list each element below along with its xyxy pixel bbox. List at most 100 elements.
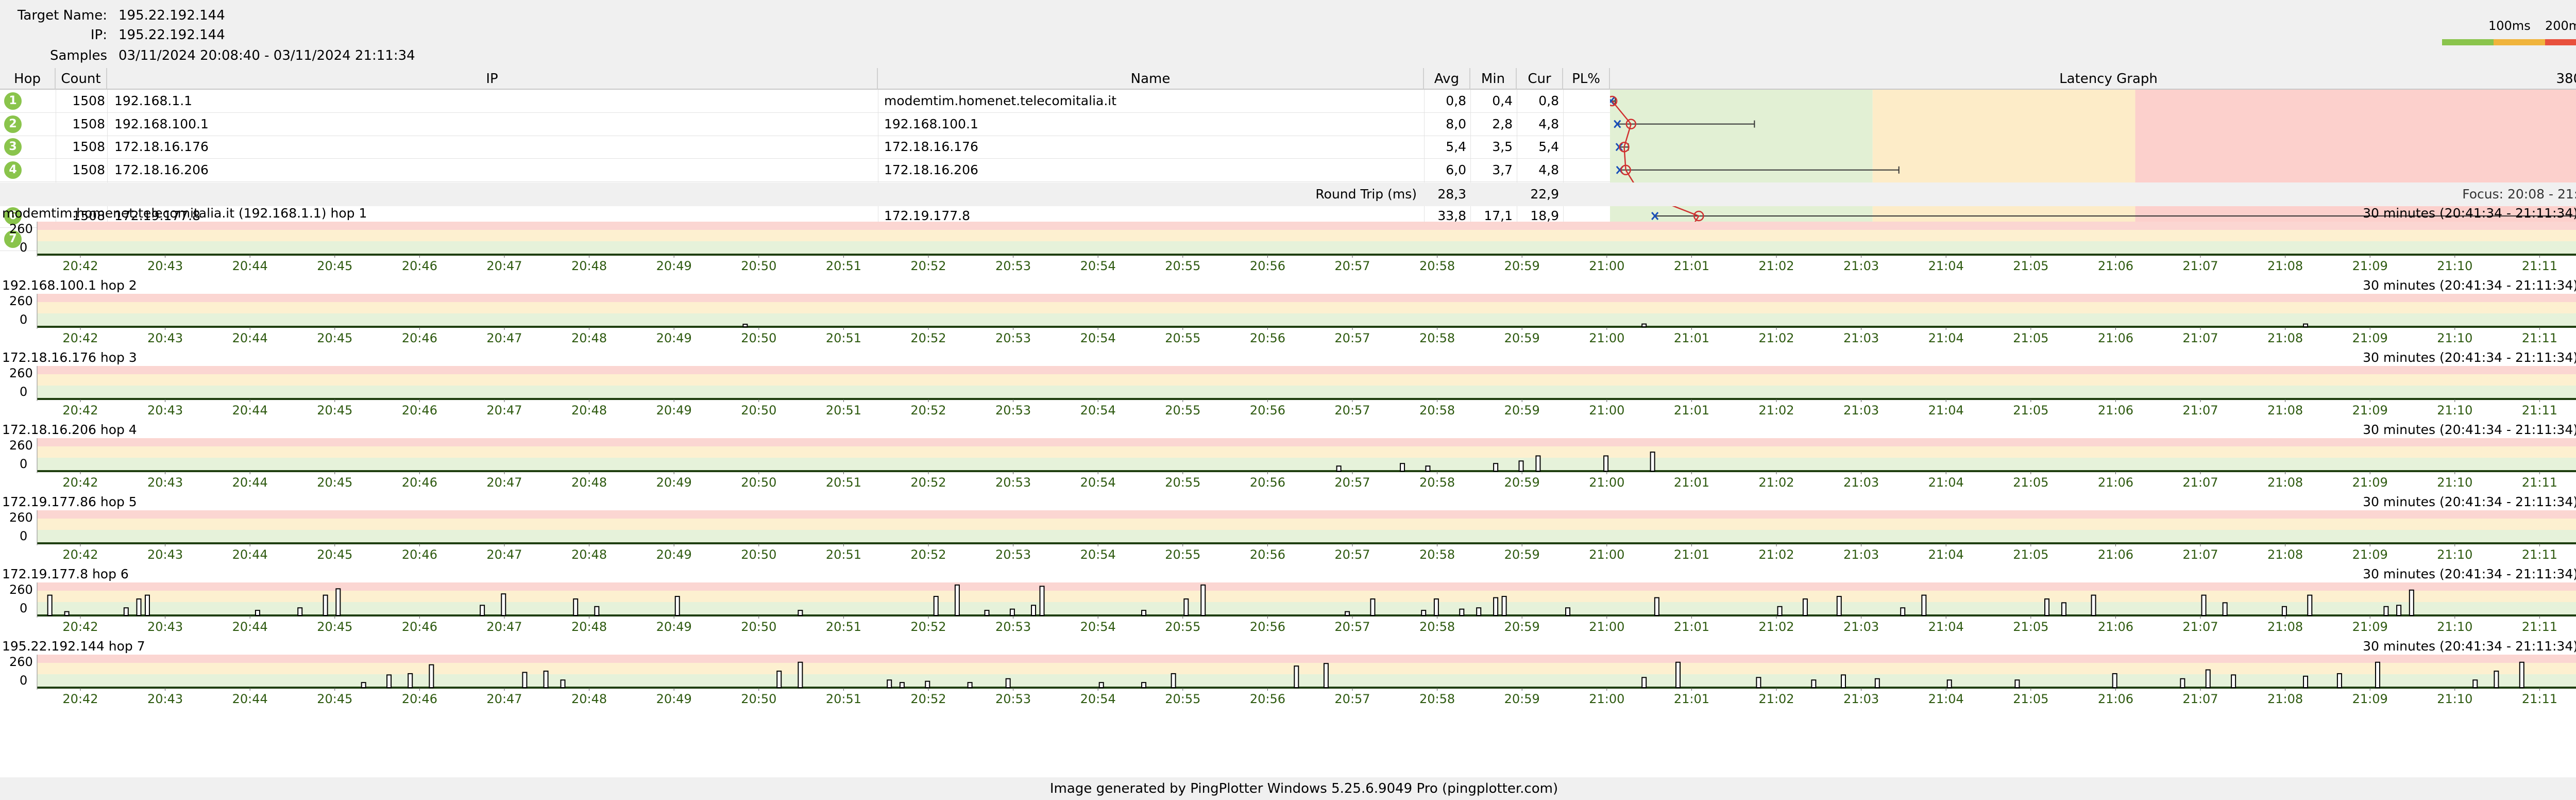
timeline-tick-label: 20:44 <box>232 692 268 706</box>
timeline-tick-label: 20:56 <box>1250 403 1285 418</box>
latency-spike <box>1603 455 1609 472</box>
timeline-chart-hop-4[interactable]: 20:42 20:43 20:44 20:45 20:46 20:47 20:48 20:49… <box>0 422 2576 495</box>
timeline-tick-label: 20:48 <box>571 620 607 634</box>
timeline-tick-label: 21:09 <box>2352 620 2388 634</box>
timeline-y-max-label: 260 <box>9 655 33 669</box>
timeline-tick-label: 20:42 <box>62 331 98 345</box>
timeline-tick-label: 20:55 <box>1165 331 1200 345</box>
timeline-title: 172.19.177.8 hop 6 <box>2 566 129 581</box>
timeline-tick-label: 21:08 <box>2267 620 2303 634</box>
hop-row[interactable]: 1 1508 192.168.1.1 modemtim.homenet.telecom… <box>0 90 1610 113</box>
timeline-tick-label: 20:53 <box>995 692 1031 706</box>
timeline-chart-hop-1[interactable]: 20:42 20:43 20:44 20:45 20:46 20:47 20:48 20:49… <box>0 206 2576 278</box>
cell-divider <box>1424 90 1425 112</box>
timeline-tick-label: 21:06 <box>2098 620 2133 634</box>
timeline-tick-label: 21:05 <box>2013 331 2048 345</box>
timeline-tick-label: 20:59 <box>1504 403 1540 418</box>
column-header-avg[interactable]: Avg <box>1424 68 1470 90</box>
timeline-tick-label: 20:44 <box>232 259 268 273</box>
latency-spike <box>1425 465 1431 472</box>
timeline-tick-label: 21:07 <box>2182 620 2218 634</box>
timeline-tick-label: 20:43 <box>147 620 183 634</box>
timeline-tick-label: 20:53 <box>995 475 1031 490</box>
hop-row[interactable]: 6 1508 172.19.177.8 172.19.177.8 33,8 17,1 18,… <box>0 205 1610 228</box>
timeline-chart-hop-7[interactable]: 20:42 20:43 20:44 20:45 20:46 20:47 20:48 20:49… <box>0 639 2576 711</box>
latency-graph-header-label: Latency Graph <box>2059 71 2158 87</box>
timeline-tick-label: 20:49 <box>656 547 692 562</box>
latency-spike <box>2375 661 2380 688</box>
timeline-tick-label: 20:54 <box>1080 692 1116 706</box>
column-header-hop[interactable]: Hop <box>0 68 56 90</box>
timeline-tick-label: 20:58 <box>1419 331 1455 345</box>
timeline-tick-label: 20:44 <box>232 475 268 490</box>
cell-divider <box>107 90 108 112</box>
timeline-chart-hop-2[interactable]: 20:42 20:43 20:44 20:45 20:46 20:47 20:48 20:49… <box>0 278 2576 351</box>
timeline-tick-label: 20:50 <box>741 475 776 490</box>
timeline-band-yellow <box>37 230 2576 241</box>
samples-timed-value: 03/11/2024 20:08:40 - 03/11/2024 21:11:3… <box>118 48 415 63</box>
timeline-band-yellow <box>37 519 2576 530</box>
timeline-band-green <box>37 313 2576 327</box>
legend-green-bar <box>2442 39 2494 45</box>
hop-row[interactable]: 4 1508 172.18.16.206 172.18.16.206 6,0 3,7 4,8 <box>0 158 1610 182</box>
timeline-tick-label: 21:01 <box>1674 547 1709 562</box>
timeline-tick-label: 21:04 <box>1928 475 1964 490</box>
timeline-range: 30 minutes (20:41:34 - 21:11:34) <box>2363 494 2576 509</box>
hop-number-badge: 7 <box>4 230 22 248</box>
timeline-chart-hop-3[interactable]: 20:42 20:43 20:44 20:45 20:46 20:47 20:48 20:49… <box>0 350 2576 423</box>
timeline-tick-label: 21:08 <box>2267 259 2303 273</box>
hop-row[interactable]: 2 1508 192.168.100.1 192.168.100.1 8,0 2,8 4,8 <box>0 112 1610 136</box>
legend-red-bar <box>2545 39 2576 45</box>
timeline-tick-label: 21:05 <box>2013 259 2048 273</box>
timeline-tick-label: 21:03 <box>1843 259 1879 273</box>
column-header-name[interactable]: Name <box>878 68 1424 90</box>
column-header-count[interactable]: Count <box>56 68 107 90</box>
timeline-tick-label: 20:59 <box>1504 259 1540 273</box>
timeline-tick-label: 21:01 <box>1674 403 1709 418</box>
latency-spike <box>1840 674 1846 688</box>
timeline-tick-label: 20:55 <box>1165 259 1200 273</box>
hop-row[interactable]: 3 1508 172.18.16.176 172.18.16.176 5,4 3,5 5,4 <box>0 136 1610 159</box>
timeline-tick-label: 20:51 <box>826 259 861 273</box>
name-cell: modemtim.homenet.telecomitalia.it <box>884 93 1117 108</box>
timeline-tick-label: 20:42 <box>62 620 98 634</box>
column-header-pl[interactable]: PL% <box>1563 68 1610 90</box>
timeline-tick-label: 21:07 <box>2182 331 2218 345</box>
timeline-title: 172.18.16.206 hop 4 <box>2 422 137 437</box>
column-header-min[interactable]: Min <box>1470 68 1517 90</box>
timeline-tick-label: 20:43 <box>147 547 183 562</box>
timeline-tick-label: 21:10 <box>2437 692 2472 706</box>
ip-label: IP: <box>90 27 107 43</box>
timeline-tick-label: 20:52 <box>910 331 946 345</box>
timeline-title: 192.168.100.1 hop 2 <box>2 278 137 293</box>
timeline-band-green <box>37 458 2576 471</box>
timeline-tick-label: 21:08 <box>2267 331 2303 345</box>
timeline-tick-label: 21:06 <box>2098 692 2133 706</box>
ip-cell: 192.168.1.1 <box>114 93 193 108</box>
latency-spike <box>984 610 990 616</box>
timeline-tick-label: 21:00 <box>1589 331 1624 345</box>
cell-divider <box>1470 112 1471 136</box>
timeline-chart-hop-5[interactable]: 20:42 20:43 20:44 20:45 20:46 20:47 20:48 20:49… <box>0 494 2576 567</box>
column-header-ip[interactable]: IP <box>107 68 878 90</box>
timeline-tick-label: 21:02 <box>1758 259 1794 273</box>
latency-spike <box>967 682 973 689</box>
latency-spike <box>2112 673 2117 689</box>
timeline-tick-label: 20:44 <box>232 620 268 634</box>
latency-spike <box>1031 605 1037 616</box>
timeline-tick-label: 20:50 <box>741 331 776 345</box>
timeline-tick-label: 20:59 <box>1504 620 1540 634</box>
latency-spike <box>2494 671 2499 688</box>
timeline-chart-hop-6[interactable]: 20:42 20:43 20:44 20:45 20:46 20:47 20:48 20:49… <box>0 566 2576 639</box>
column-header-cur[interactable]: Cur <box>1517 68 1563 90</box>
timeline-tick-label: 21:04 <box>1928 331 1964 345</box>
timeline-tick-label: 20:54 <box>1080 403 1116 418</box>
timeline-tick-label: 20:56 <box>1250 620 1285 634</box>
timeline-tick-label: 20:51 <box>826 620 861 634</box>
latency-spike <box>1836 596 1842 616</box>
hop-number-badge: 6 <box>4 207 22 225</box>
timeline-y-max-label: 260 <box>9 222 33 236</box>
column-header-latency-graph[interactable]: Latency Graph 380ms <box>1610 68 2576 90</box>
latency-spike <box>1641 323 1647 328</box>
latency-spike <box>2472 679 2478 688</box>
